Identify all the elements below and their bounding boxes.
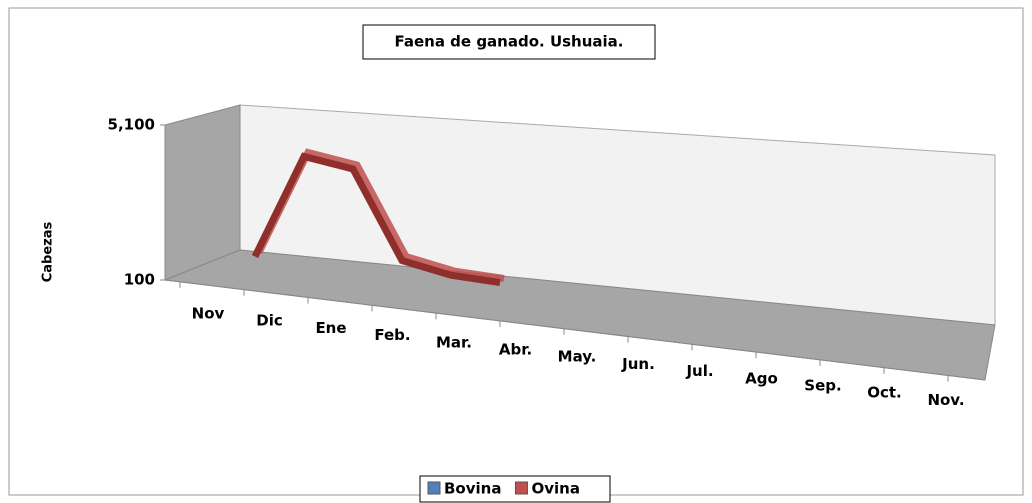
x-tick-label: May. xyxy=(558,348,597,366)
y-axis-label: Cabezas xyxy=(41,221,56,282)
y-tick-label: 100 xyxy=(124,271,155,289)
x-tick-label: Sep. xyxy=(804,377,841,395)
x-tick-label: Dic xyxy=(256,312,282,330)
legend-label: Ovina xyxy=(531,480,579,498)
x-tick-label: Jun. xyxy=(621,355,655,373)
legend-swatch xyxy=(514,481,528,495)
y-tick-label: 5,100 xyxy=(108,116,155,134)
x-tick-label: Oct. xyxy=(867,384,902,402)
title-box xyxy=(362,24,656,60)
legend-label: Bovina xyxy=(444,480,501,498)
floor-edge xyxy=(164,279,986,381)
chart-title: Faena de ganado. Ushuaia. xyxy=(395,33,624,51)
x-tick-label: Mar. xyxy=(436,333,472,351)
x-tick-label: Abr. xyxy=(499,341,532,359)
side-wall xyxy=(164,104,241,281)
x-tick-label: Nov. xyxy=(927,391,964,409)
x-tick-label: Ago xyxy=(745,369,778,387)
legend-swatch xyxy=(427,481,441,495)
x-tick-label: Feb. xyxy=(374,326,410,344)
line-series xyxy=(251,152,501,286)
x-tick-label: Nov xyxy=(192,305,225,323)
x-tick-label: Ene xyxy=(315,319,346,337)
x-tick-label: Jul. xyxy=(685,362,713,380)
